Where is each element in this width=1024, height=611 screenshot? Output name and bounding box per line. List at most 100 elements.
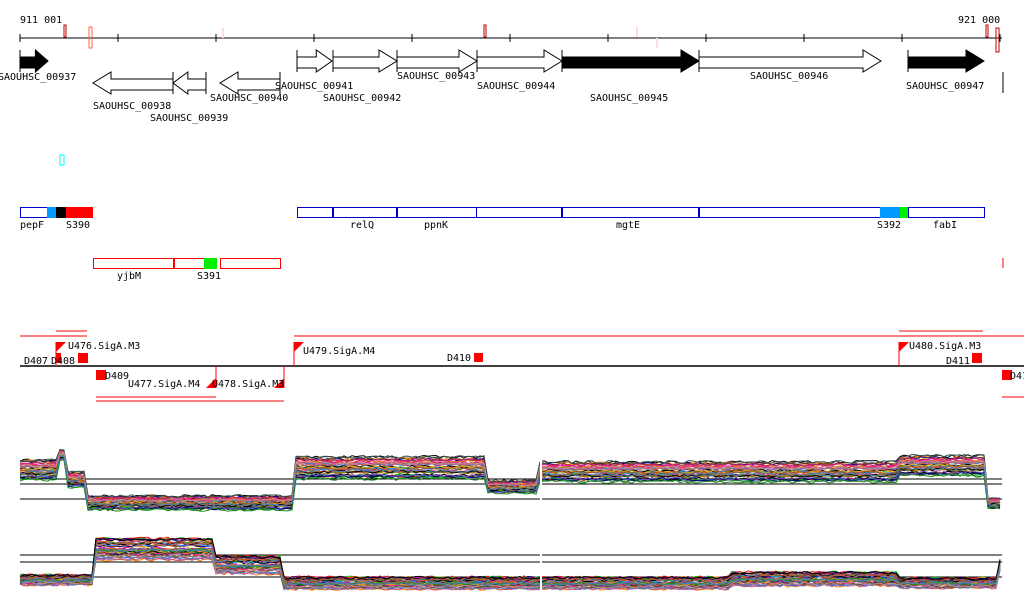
sample-line xyxy=(19,553,1001,589)
feature-box[interactable] xyxy=(47,207,57,218)
marker xyxy=(985,24,989,38)
feature-label: relQ xyxy=(350,220,374,231)
marker xyxy=(636,27,638,37)
gene-arrow-icon[interactable] xyxy=(332,49,398,73)
feature-box[interactable] xyxy=(908,207,985,218)
sample-line xyxy=(19,451,1001,503)
gene-arrow-icon[interactable] xyxy=(19,48,49,74)
sample-line xyxy=(19,455,1001,506)
gene-label: SAOUHSC_00937 xyxy=(0,72,76,83)
gene-SAOUHSC_00941[interactable]: SAOUHSC_00941 xyxy=(275,49,353,92)
marker xyxy=(656,38,658,48)
feature-box[interactable] xyxy=(56,207,67,218)
operon-label: D407 xyxy=(24,356,48,367)
feature-box[interactable] xyxy=(476,207,562,218)
terminator-mark[interactable] xyxy=(78,353,88,363)
gene-SAOUHSC_00945[interactable]: SAOUHSC_00945 xyxy=(561,49,700,104)
feature-label: ppnK xyxy=(424,220,448,231)
feature-box[interactable] xyxy=(66,207,93,218)
sample-line xyxy=(19,537,1001,581)
marker xyxy=(63,24,67,38)
expression-track-plus xyxy=(19,430,1002,520)
sample-line xyxy=(19,448,1000,500)
gene-label: SAOUHSC_00947 xyxy=(906,81,984,92)
terminator-mark[interactable] xyxy=(972,353,982,363)
marker xyxy=(59,154,65,166)
feature-box[interactable] xyxy=(880,207,901,218)
feature-box[interactable] xyxy=(297,207,333,218)
sample-line xyxy=(19,452,1001,504)
terminator-mark[interactable] xyxy=(474,353,483,362)
gene-arrow-icon[interactable] xyxy=(476,49,563,73)
gene-arrow-icon[interactable] xyxy=(561,49,700,73)
sample-line xyxy=(19,452,1001,504)
gene-label: SAOUHSC_00943 xyxy=(397,71,475,82)
feature-box[interactable] xyxy=(20,207,48,218)
coordinate-ruler: 911 001 921 000 xyxy=(19,15,1004,93)
feature-box[interactable] xyxy=(174,258,205,269)
gene-arrow-icon[interactable] xyxy=(698,49,882,73)
gene-SAOUHSC_00938[interactable]: SAOUHSC_00938 xyxy=(92,71,174,112)
feature-label: mgtE xyxy=(616,220,640,231)
gene-SAOUHSC_00937[interactable]: SAOUHSC_00937 xyxy=(0,48,76,83)
operon-label: D411 xyxy=(946,356,970,367)
feature-label: S392 xyxy=(877,220,901,231)
feature-track: pepF S390 relQ ppnK mgtE S392 fabI yjbM S391 xyxy=(20,207,1004,282)
marker xyxy=(88,26,93,49)
operon-label: D410 xyxy=(447,353,471,364)
gene-SAOUHSC_00940[interactable]: SAOUHSC_00940 xyxy=(210,71,288,104)
gene-SAOUHSC_00944[interactable]: SAOUHSC_00944 xyxy=(476,49,563,92)
gene-arrow-icon[interactable] xyxy=(219,71,281,95)
gene-label: SAOUHSC_00941 xyxy=(275,81,353,92)
gene-arrow-icon[interactable] xyxy=(907,49,985,73)
operon-label: U478.SigA.M3 xyxy=(212,379,284,390)
gene-label: SAOUHSC_00942 xyxy=(323,93,401,104)
gene-SAOUHSC_00939[interactable]: SAOUHSC_00939 xyxy=(150,71,228,124)
marker xyxy=(222,28,224,38)
gene-SAOUHSC_00943[interactable]: SAOUHSC_00943 xyxy=(396,49,478,82)
gene-label: SAOUHSC_00944 xyxy=(477,81,555,92)
feature-box[interactable] xyxy=(397,207,477,218)
feature-label: S391 xyxy=(197,271,221,282)
sample-line xyxy=(19,451,1001,503)
feature-box[interactable] xyxy=(900,207,909,218)
gene-label: SAOUHSC_00946 xyxy=(750,71,828,82)
gene-arrow-icon[interactable] xyxy=(296,49,333,73)
operon-label: D41 xyxy=(1010,371,1024,382)
operon-label: U477.SigA.M4 xyxy=(128,379,200,390)
operon-label: D408 xyxy=(51,356,75,367)
gene-label: SAOUHSC_00939 xyxy=(150,113,228,124)
feature-box[interactable] xyxy=(699,207,881,218)
sample-line xyxy=(19,553,1001,589)
sample-line xyxy=(20,537,1001,581)
sample-line xyxy=(19,451,1001,503)
marker xyxy=(995,27,1000,53)
gene-SAOUHSC_00946[interactable]: SAOUHSC_00946 xyxy=(698,49,882,82)
sample-line xyxy=(19,453,1001,503)
gene-SAOUHSC_00942[interactable]: SAOUHSC_00942 xyxy=(323,49,401,104)
ruler-start-label: 911 001 xyxy=(20,15,62,26)
gene-SAOUHSC_00947[interactable]: SAOUHSC_00947 xyxy=(906,49,985,92)
gene-label: SAOUHSC_00940 xyxy=(210,93,288,104)
feature-box[interactable] xyxy=(204,258,217,269)
feature-box[interactable] xyxy=(562,207,699,218)
gene-arrow-icon[interactable] xyxy=(172,71,207,95)
feature-label: fabI xyxy=(933,220,957,231)
sample-line xyxy=(19,455,1001,507)
gene-label: SAOUHSC_00938 xyxy=(93,101,171,112)
marker xyxy=(483,24,487,38)
feature-label: pepF xyxy=(20,220,44,231)
terminator-mark[interactable] xyxy=(1002,370,1012,380)
feature-box[interactable] xyxy=(93,258,174,269)
feature-box[interactable] xyxy=(220,258,281,269)
feature-box[interactable] xyxy=(333,207,397,218)
feature-label: S390 xyxy=(66,220,90,231)
gene-label: SAOUHSC_00945 xyxy=(590,93,668,104)
gene-arrow-icon[interactable] xyxy=(396,49,478,73)
terminator-mark[interactable] xyxy=(96,370,106,380)
gene-arrow-icon[interactable] xyxy=(92,71,174,95)
terminator-mark[interactable] xyxy=(56,353,61,363)
